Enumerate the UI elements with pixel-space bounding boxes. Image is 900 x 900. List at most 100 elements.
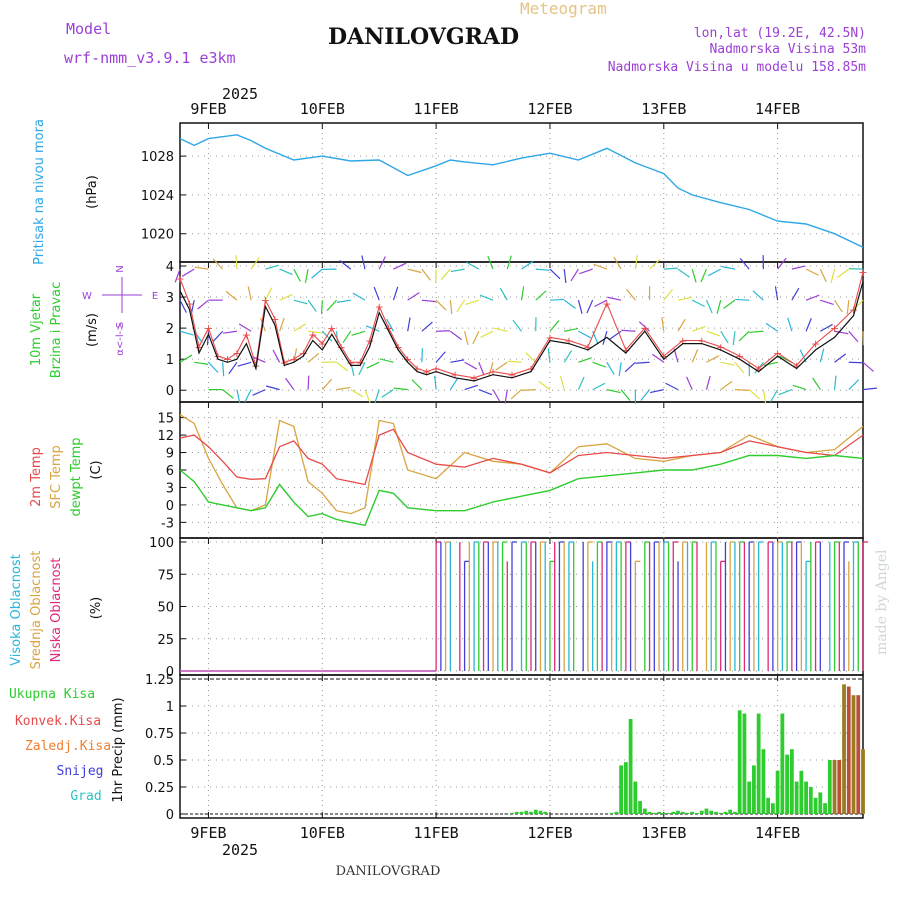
wind-arrow [525, 352, 537, 363]
precip-bar [804, 781, 808, 814]
gust-marker: + [507, 369, 516, 382]
precip-bar [794, 781, 799, 814]
y-tick-label: 2 [166, 322, 174, 337]
wind-arrow [720, 380, 733, 391]
precip-bar [704, 808, 709, 814]
gust-marker: + [858, 266, 867, 279]
wind-arrow [692, 325, 706, 332]
wind-arrow [820, 299, 834, 306]
cloud-label-mid: Srednja Oblacnost [29, 551, 44, 670]
precip-bar [695, 812, 699, 814]
wind-arrow [602, 331, 608, 345]
wind-arrow [407, 292, 420, 301]
wind-arrow [732, 331, 736, 346]
y-tick-label: 3 [166, 291, 174, 306]
wind-arrow [607, 296, 622, 301]
wind-arrow [507, 360, 522, 363]
wind-arrow [179, 330, 194, 336]
day-labels-bottom: 9FEB 10FEB 11FEB 12FEB 13FEB 14FEB [190, 824, 800, 842]
wind-arrow [194, 381, 205, 390]
gust-marker: + [375, 300, 384, 313]
precip-bar [770, 803, 775, 814]
y-tick-label: 25 [157, 633, 174, 648]
y-tick-label: 1 [166, 353, 174, 368]
precip-bar [680, 811, 685, 814]
gust-marker: + [830, 322, 839, 335]
precip-bar [714, 811, 718, 814]
wind-arrow [339, 260, 352, 270]
watermark: made by Angel [874, 549, 890, 655]
wind-direction-legend: N E S Wα<-l-> [82, 265, 158, 355]
day-label-top: 14FEB [755, 100, 800, 118]
day-label-bottom: 9FEB [190, 824, 226, 842]
wind-arrow [228, 361, 238, 375]
y-tick-label: 1028 [141, 150, 174, 165]
wind-arrow [350, 362, 355, 377]
wind-arrow [247, 286, 252, 301]
wind-arrow [222, 362, 225, 377]
gust-marker: + [659, 350, 668, 363]
gust-marker: + [213, 350, 222, 363]
wind-speed-line [179, 281, 864, 382]
wind-arrow [594, 299, 608, 308]
wind-arrow [465, 299, 479, 306]
wind-arrow [307, 330, 323, 334]
wind-arrow [778, 389, 793, 396]
wind-arrow [479, 294, 494, 301]
temp-label-2m: 2m Temp [29, 447, 44, 507]
wind-arrow [493, 327, 508, 332]
wind-arrow [392, 286, 399, 301]
y-tick-label: 12 [157, 429, 174, 444]
wind-arrow [848, 330, 859, 343]
wind-arrow [279, 268, 293, 276]
precip-bar [666, 812, 671, 814]
wind-arrow [564, 327, 579, 332]
wind-arrow [464, 384, 479, 391]
precip-bar [661, 812, 666, 814]
wind-arrow [819, 348, 825, 363]
precip-panel [179, 674, 864, 819]
plot-layer: 10201024102801234-303691215025507510000.… [141, 123, 877, 823]
wind-arrow [606, 389, 621, 394]
gust-marker: + [849, 303, 858, 316]
wind-arrow [351, 330, 366, 336]
wind-arrow [819, 268, 827, 283]
wind-arrow [777, 257, 787, 270]
precip-bar [638, 801, 642, 814]
wind-arrow [208, 361, 219, 373]
wind-arrow [492, 389, 501, 403]
precip-bar [780, 713, 785, 814]
wind-arrow [618, 362, 622, 377]
y-tick-label: 3 [166, 481, 174, 496]
wind-arrow [547, 348, 551, 363]
gust-marker: + [773, 347, 782, 360]
gust-marker: + [175, 272, 184, 285]
day-label-bottom: 14FEB [755, 824, 800, 842]
wind-arrow [293, 299, 308, 305]
wind-arrow [236, 389, 241, 404]
wind-arrow [466, 261, 480, 270]
wind-arrow [673, 348, 679, 363]
wind-arrow [638, 321, 650, 332]
wind-arrow [593, 263, 608, 270]
precip-bar [766, 797, 771, 814]
wind-arrow [364, 389, 371, 403]
precip-bar [747, 781, 752, 814]
wind-arrow [264, 287, 273, 301]
wind-arrow [194, 266, 209, 270]
wind-arrow [749, 330, 764, 334]
wind-arrow [624, 361, 636, 373]
precip-bar [842, 684, 846, 814]
temp-unit: (C) [89, 460, 104, 479]
wind-arrow [265, 385, 280, 391]
wind-arrow [212, 258, 224, 270]
wind-arrow [504, 389, 508, 404]
gust-marker: + [280, 356, 289, 369]
wind-arrow [846, 300, 850, 315]
page-title: DANILOVGRAD [328, 24, 519, 50]
wind-arrow [506, 255, 512, 270]
precip-bar [642, 808, 647, 814]
wind-arrow [434, 375, 437, 390]
y-tick-label: 6 [166, 464, 174, 479]
wind-arrow [361, 255, 366, 270]
